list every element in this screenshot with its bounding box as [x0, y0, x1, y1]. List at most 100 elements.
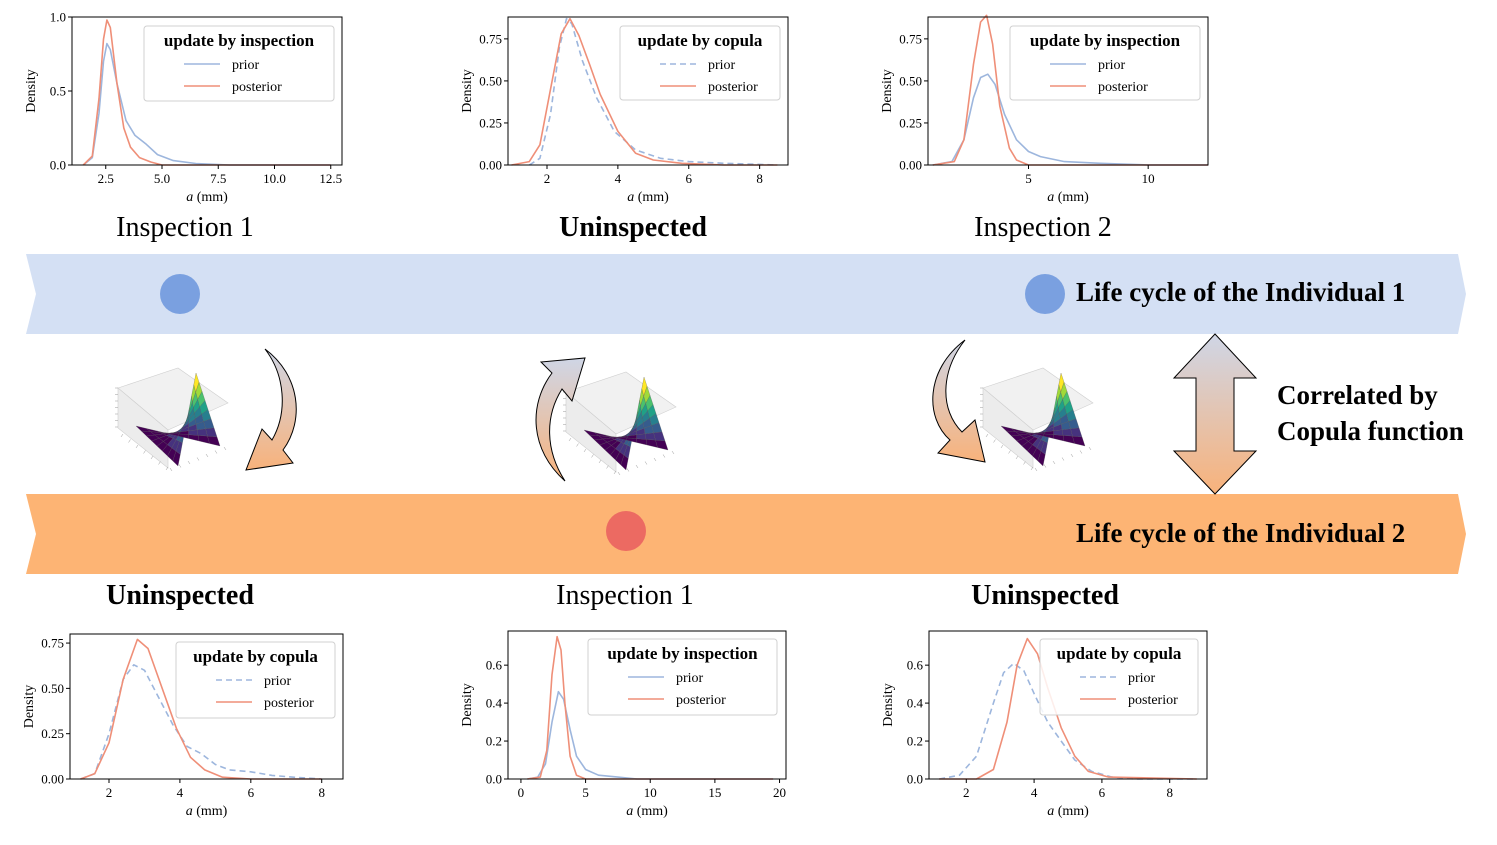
y-axis-label: Density — [22, 685, 37, 729]
series-line-posterior — [511, 17, 778, 166]
copula-surface-3d-plot-icon — [980, 367, 1094, 472]
y-tick-label: 0.50 — [479, 73, 502, 88]
plot-frame — [928, 630, 1208, 780]
x-axis-label: a (mm) — [626, 804, 668, 819]
x-axis-label: a (mm) — [1047, 190, 1089, 205]
x-tick-label: 12.5 — [319, 171, 342, 186]
legend-box — [1039, 638, 1199, 716]
density-plot-svg: 2 4 6 8 0.00 0.25 0.50 0.75 a (mm) Density update … — [460, 16, 789, 205]
y-tick-label: 0.75 — [479, 31, 502, 46]
density-plot-svg: 2 4 6 8 0.00 0.25 0.50 0.75 a (mm) Density update … — [22, 633, 344, 819]
density-plot-svg: 0 5 10 15 20 0.0 0.2 0.4 0.6 a (mm) Density update … — [460, 630, 787, 819]
stage-label-individual2-1: Uninspected — [106, 580, 254, 611]
x-tick-label: 5 — [582, 785, 589, 800]
density-plot-individual1-inspection2: 5 10 0.00 0.25 0.50 0.75 a (mm) Density update b… — [860, 0, 1220, 212]
curved-arrow-icon — [932, 339, 986, 463]
y-tick-label: 0.25 — [41, 726, 64, 741]
y-tick-label: 0.0 — [486, 772, 502, 787]
density-plot-individual2-inspection1: 0 5 10 15 20 0.0 0.2 0.4 0.6 a (mm) Density update … — [450, 620, 810, 832]
correlation-label-line2: Copula function — [1277, 416, 1464, 446]
x-tick-label: 6 — [686, 171, 693, 186]
x-axis-label: a (mm) — [186, 804, 228, 819]
event-dot-icon — [1025, 274, 1065, 314]
y-tick-label: 0.50 — [899, 73, 922, 88]
density-plot-individual2-uninspected-b: 2 4 6 8 0.0 0.2 0.4 0.6 a (mm) Density update by c… — [860, 620, 1220, 832]
legend-label-prior: prior — [708, 58, 736, 73]
x-tick-label: 8 — [318, 785, 325, 800]
series-line-posterior — [932, 14, 1208, 166]
x-axis-label: a (mm) — [627, 190, 669, 205]
x-tick-label: 8 — [1166, 785, 1173, 800]
y-axis-label: Density — [881, 683, 896, 727]
correlation-label: Correlated by Copula function — [1277, 377, 1464, 449]
legend-box — [587, 638, 778, 716]
y-tick-label: 0.4 — [907, 696, 924, 711]
x-tick-label: 5.0 — [154, 171, 170, 186]
stage-label-individual1-3: Inspection 2 — [974, 212, 1112, 243]
legend-title: update by copula — [1057, 644, 1182, 663]
legend-label-posterior: posterior — [676, 693, 726, 708]
legend-box — [1009, 25, 1201, 101]
x-tick-label: 4 — [1031, 785, 1038, 800]
y-tick-label: 0.0 — [907, 772, 923, 787]
y-tick-label: 0.2 — [486, 734, 502, 749]
density-plot-svg: 2.5 5.0 7.5 10.0 12.5 0.0 0.5 1.0 a (mm) Density u… — [24, 10, 343, 205]
legend-title: update by copula — [193, 647, 318, 666]
y-tick-label: 0.50 — [41, 681, 64, 696]
vertical-double-arrow-icon — [1172, 333, 1258, 495]
stage-label-individual1-1: Inspection 1 — [116, 212, 254, 243]
density-plot-individual2-uninspected-a: 2 4 6 8 0.00 0.25 0.50 0.75 a (mm) Density update … — [0, 620, 360, 832]
x-tick-label: 2 — [963, 785, 970, 800]
series-line-prior — [80, 663, 322, 780]
legend-box — [619, 25, 781, 101]
event-dot-icon — [160, 274, 200, 314]
series-line-posterior — [527, 635, 774, 780]
x-tick-label: 4 — [615, 171, 622, 186]
y-tick-label: 0.4 — [486, 696, 503, 711]
band-title-individual2: Life cycle of the Individual 2 — [1076, 518, 1406, 548]
legend-box — [143, 25, 335, 102]
legend-box — [175, 641, 336, 719]
series-line-prior — [528, 17, 778, 166]
density-plot-svg: 2 4 6 8 0.0 0.2 0.4 0.6 a (mm) Density update by c… — [881, 630, 1208, 819]
density-plot-individual1-inspection1: 2.5 5.0 7.5 10.0 12.5 0.0 0.5 1.0 a (mm) Density u… — [0, 0, 360, 212]
y-tick-label: 0.25 — [479, 115, 502, 130]
legend-title: update by copula — [638, 31, 763, 50]
copula-surface-3d-plot-icon — [563, 371, 677, 476]
y-tick-label: 0.6 — [486, 658, 503, 673]
legend-label-prior: prior — [264, 674, 292, 689]
series-line-prior — [932, 73, 1208, 166]
x-tick-label: 8 — [756, 171, 763, 186]
legend-title: update by inspection — [164, 31, 315, 50]
y-tick-label: 1.0 — [50, 10, 66, 25]
x-tick-label: 2 — [544, 171, 551, 186]
stage-label-individual2-3: Uninspected — [971, 580, 1119, 611]
x-tick-label: 0 — [518, 785, 525, 800]
x-tick-label: 5 — [1025, 171, 1032, 186]
legend-label-posterior: posterior — [264, 696, 314, 711]
legend-label-prior: prior — [1128, 671, 1156, 686]
legend-label-posterior: posterior — [1128, 693, 1178, 708]
legend-title: update by inspection — [607, 644, 758, 663]
legend-title: update by inspection — [1030, 31, 1181, 50]
y-tick-label: 0.75 — [41, 636, 64, 651]
series-line-prior — [939, 662, 1197, 780]
x-tick-label: 2.5 — [98, 171, 114, 186]
plot-frame — [69, 633, 344, 780]
legend-label-prior: prior — [232, 58, 260, 73]
y-axis-label: Density — [24, 69, 39, 113]
x-axis-label: a (mm) — [1047, 804, 1089, 819]
x-tick-label: 6 — [1099, 785, 1106, 800]
plot-frame — [927, 16, 1209, 166]
legend-label-posterior: posterior — [232, 80, 282, 95]
y-tick-label: 0.2 — [907, 734, 923, 749]
band2-shape — [26, 494, 1466, 574]
event-dot-icon — [606, 511, 646, 551]
legend-label-prior: prior — [1098, 58, 1126, 73]
stage-label-individual2-2: Inspection 1 — [556, 580, 694, 611]
plot-frame — [507, 16, 789, 166]
y-tick-label: 0.5 — [50, 84, 66, 99]
y-axis-label: Density — [460, 69, 475, 113]
